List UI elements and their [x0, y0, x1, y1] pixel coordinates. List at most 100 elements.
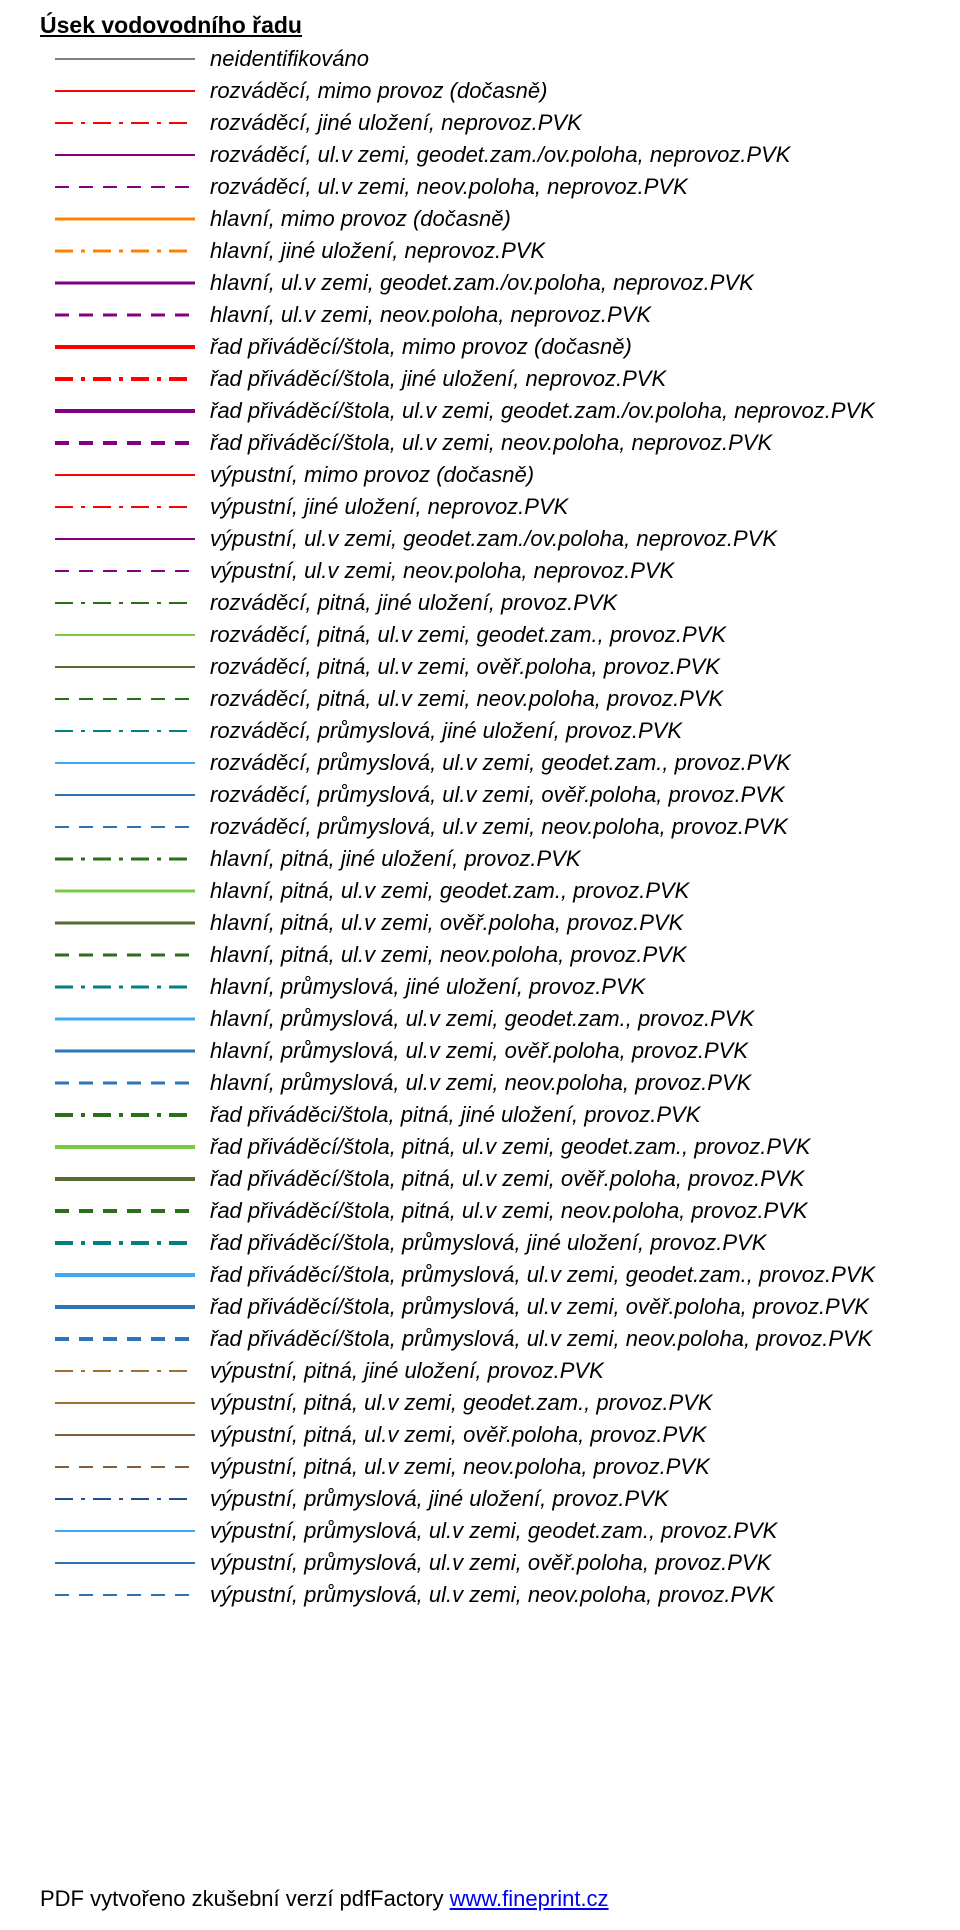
legend-row: řad přiváděcí/štola, průmyslová, ul.v ze… — [40, 1323, 920, 1355]
legend-label: hlavní, průmyslová, ul.v zemi, geodet.za… — [210, 1006, 754, 1032]
legend-label: rozváděcí, jiné uložení, neprovoz.PVK — [210, 110, 582, 136]
line-swatch — [40, 715, 210, 747]
legend-label: řad přiváděcí/štola, průmyslová, ul.v ze… — [210, 1326, 872, 1352]
legend-label: výpustní, ul.v zemi, neov.poloha, neprov… — [210, 558, 674, 584]
line-swatch — [40, 491, 210, 523]
legend-row: hlavní, pitná, ul.v zemi, neov.poloha, p… — [40, 939, 920, 971]
legend-row: řad přiváděcí/štola, mimo provoz (dočasn… — [40, 331, 920, 363]
line-swatch — [40, 1003, 210, 1035]
legend-row: hlavní, pitná, ul.v zemi, geodet.zam., p… — [40, 875, 920, 907]
line-swatch — [40, 1579, 210, 1611]
line-swatch — [40, 427, 210, 459]
legend-label: rozváděcí, ul.v zemi, neov.poloha, nepro… — [210, 174, 688, 200]
line-swatch — [40, 1035, 210, 1067]
legend-label: hlavní, ul.v zemi, geodet.zam./ov.poloha… — [210, 270, 754, 296]
legend-row: hlavní, průmyslová, ul.v zemi, ověř.polo… — [40, 1035, 920, 1067]
line-swatch — [40, 235, 210, 267]
line-swatch — [40, 1515, 210, 1547]
legend-row: rozváděcí, jiné uložení, neprovoz.PVK — [40, 107, 920, 139]
line-swatch — [40, 1291, 210, 1323]
legend-label: výpustní, ul.v zemi, geodet.zam./ov.polo… — [210, 526, 777, 552]
legend-label: rozváděcí, průmyslová, ul.v zemi, neov.p… — [210, 814, 788, 840]
legend-row: výpustní, průmyslová, ul.v zemi, neov.po… — [40, 1579, 920, 1611]
legend-label: rozváděcí, průmyslová, ul.v zemi, ověř.p… — [210, 782, 785, 808]
line-swatch — [40, 523, 210, 555]
legend-label: rozváděcí, pitná, jiné uložení, provoz.P… — [210, 590, 617, 616]
footer-link[interactable]: www.fineprint.cz — [450, 1886, 609, 1911]
legend-label: neidentifikováno — [210, 46, 369, 72]
line-swatch — [40, 1355, 210, 1387]
footer: PDF vytvořeno zkušební verzí pdfFactory … — [40, 1886, 609, 1912]
legend-label: rozváděcí, pitná, ul.v zemi, ověř.poloha… — [210, 654, 720, 680]
legend-row: rozváděcí, průmyslová, ul.v zemi, geodet… — [40, 747, 920, 779]
legend-label: hlavní, průmyslová, ul.v zemi, ověř.polo… — [210, 1038, 748, 1064]
legend-row: hlavní, průmyslová, ul.v zemi, geodet.za… — [40, 1003, 920, 1035]
legend-label: hlavní, pitná, ul.v zemi, geodet.zam., p… — [210, 878, 689, 904]
legend-label: řad přiváděcí/štola, ul.v zemi, neov.pol… — [210, 430, 772, 456]
legend-label: rozváděcí, průmyslová, jiné uložení, pro… — [210, 718, 682, 744]
legend-label: řad přiváděcí/štola, pitná, ul.v zemi, o… — [210, 1166, 804, 1192]
line-swatch — [40, 683, 210, 715]
legend-row: výpustní, průmyslová, jiné uložení, prov… — [40, 1483, 920, 1515]
line-swatch — [40, 363, 210, 395]
line-swatch — [40, 1099, 210, 1131]
legend-label: výpustní, pitná, ul.v zemi, ověř.poloha,… — [210, 1422, 706, 1448]
legend-label: řad přiváděcí/štola, mimo provoz (dočasn… — [210, 334, 632, 360]
legend-row: neidentifikováno — [40, 43, 920, 75]
legend-row: rozváděcí, průmyslová, ul.v zemi, ověř.p… — [40, 779, 920, 811]
line-swatch — [40, 619, 210, 651]
legend-row: rozváděcí, průmyslová, ul.v zemi, neov.p… — [40, 811, 920, 843]
line-swatch — [40, 1195, 210, 1227]
legend-label: rozváděcí, mimo provoz (dočasně) — [210, 78, 547, 104]
legend-row: výpustní, pitná, jiné uložení, provoz.PV… — [40, 1355, 920, 1387]
line-swatch — [40, 1323, 210, 1355]
line-swatch — [40, 267, 210, 299]
legend-label: hlavní, mimo provoz (dočasně) — [210, 206, 511, 232]
legend-row: hlavní, ul.v zemi, geodet.zam./ov.poloha… — [40, 267, 920, 299]
legend-row: hlavní, pitná, ul.v zemi, ověř.poloha, p… — [40, 907, 920, 939]
legend-title: Úsek vodovodního řadu — [40, 12, 920, 39]
legend-row: rozváděcí, ul.v zemi, geodet.zam./ov.pol… — [40, 139, 920, 171]
legend-row: řad přiváděcí/štola, průmyslová, jiné ul… — [40, 1227, 920, 1259]
legend-row: hlavní, ul.v zemi, neov.poloha, neprovoz… — [40, 299, 920, 331]
legend-row: výpustní, mimo provoz (dočasně) — [40, 459, 920, 491]
legend-label: rozváděcí, pitná, ul.v zemi, neov.poloha… — [210, 686, 723, 712]
legend-label: výpustní, průmyslová, ul.v zemi, geodet.… — [210, 1518, 777, 1544]
legend-label: výpustní, pitná, ul.v zemi, geodet.zam.,… — [210, 1390, 713, 1416]
line-swatch — [40, 459, 210, 491]
legend-row: řad přiváděcí/štola, průmyslová, ul.v ze… — [40, 1259, 920, 1291]
line-swatch — [40, 811, 210, 843]
legend-label: výpustní, průmyslová, ul.v zemi, ověř.po… — [210, 1550, 771, 1576]
legend-label: řad přiváděcí/štola, průmyslová, ul.v ze… — [210, 1262, 875, 1288]
line-swatch — [40, 1451, 210, 1483]
line-swatch — [40, 1419, 210, 1451]
legend-row: rozváděcí, mimo provoz (dočasně) — [40, 75, 920, 107]
legend-label: výpustní, pitná, jiné uložení, provoz.PV… — [210, 1358, 604, 1384]
line-swatch — [40, 843, 210, 875]
legend-row: hlavní, mimo provoz (dočasně) — [40, 203, 920, 235]
legend-row: rozváděcí, ul.v zemi, neov.poloha, nepro… — [40, 171, 920, 203]
line-swatch — [40, 1067, 210, 1099]
legend-label: řad přiváděcí/štola, průmyslová, ul.v ze… — [210, 1294, 869, 1320]
line-swatch — [40, 299, 210, 331]
legend-row: výpustní, pitná, ul.v zemi, geodet.zam.,… — [40, 1387, 920, 1419]
legend-label: řad přiváděcí/štola, ul.v zemi, geodet.z… — [210, 398, 875, 424]
legend-label: řad přiváděcí/štola, pitná, ul.v zemi, n… — [210, 1198, 808, 1224]
legend-row: výpustní, průmyslová, ul.v zemi, ověř.po… — [40, 1547, 920, 1579]
line-swatch — [40, 331, 210, 363]
legend-row: hlavní, pitná, jiné uložení, provoz.PVK — [40, 843, 920, 875]
legend-label: rozváděcí, průmyslová, ul.v zemi, geodet… — [210, 750, 791, 776]
legend-label: hlavní, ul.v zemi, neov.poloha, neprovoz… — [210, 302, 651, 328]
line-swatch — [40, 555, 210, 587]
legend-row: řad přiváděcí/štola, pitná, ul.v zemi, g… — [40, 1131, 920, 1163]
line-swatch — [40, 1387, 210, 1419]
legend-row: výpustní, pitná, ul.v zemi, neov.poloha,… — [40, 1451, 920, 1483]
legend-row: řad přiváděcí/štola, jiné uložení, nepro… — [40, 363, 920, 395]
legend-row: hlavní, průmyslová, jiné uložení, provoz… — [40, 971, 920, 1003]
legend-label: řad přiváděcí/štola, jiné uložení, nepro… — [210, 366, 666, 392]
legend-label: výpustní, mimo provoz (dočasně) — [210, 462, 534, 488]
line-swatch — [40, 587, 210, 619]
line-swatch — [40, 107, 210, 139]
line-swatch — [40, 747, 210, 779]
legend-label: výpustní, jiné uložení, neprovoz.PVK — [210, 494, 568, 520]
